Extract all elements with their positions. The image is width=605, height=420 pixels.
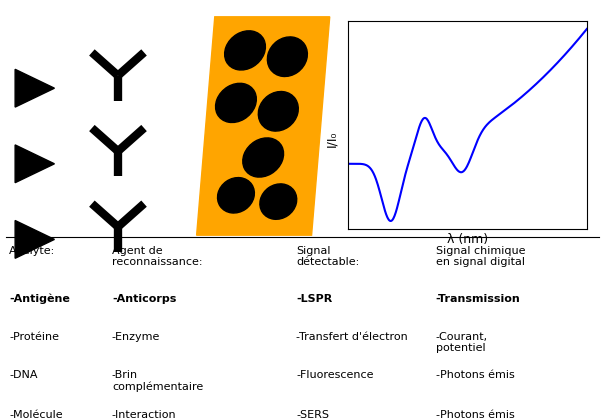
Ellipse shape — [218, 178, 254, 213]
Text: -Photons émis: -Photons émis — [436, 370, 514, 380]
Ellipse shape — [260, 184, 296, 219]
Text: -Protéine: -Protéine — [9, 332, 59, 342]
Ellipse shape — [258, 92, 298, 131]
Text: -Antigène: -Antigène — [9, 294, 70, 304]
Text: -LSPR: -LSPR — [296, 294, 333, 304]
Ellipse shape — [267, 37, 307, 76]
Text: Analyte:: Analyte: — [9, 246, 55, 256]
Polygon shape — [197, 17, 330, 235]
Text: -Molécule: -Molécule — [9, 410, 63, 420]
Text: -Courant,
potentiel: -Courant, potentiel — [436, 332, 488, 353]
Text: -Anticorps: -Anticorps — [112, 294, 176, 304]
Text: I/I₀: I/I₀ — [325, 131, 338, 147]
Ellipse shape — [215, 83, 257, 123]
Text: -Transmission: -Transmission — [436, 294, 520, 304]
Text: Agent de
reconnaissance:: Agent de reconnaissance: — [112, 246, 203, 267]
X-axis label: λ (nm): λ (nm) — [447, 233, 488, 246]
Text: -Brin
complémentaire: -Brin complémentaire — [112, 370, 203, 392]
Text: Signal
détectable:: Signal détectable: — [296, 246, 360, 267]
Ellipse shape — [224, 31, 266, 70]
Text: -Fluorescence: -Fluorescence — [296, 370, 374, 380]
Text: -Photons émis
(différente
fréquence): -Photons émis (différente fréquence) — [436, 410, 514, 420]
Text: -SERS: -SERS — [296, 410, 330, 420]
Text: Signal chimique
en signal digital: Signal chimique en signal digital — [436, 246, 525, 267]
Polygon shape — [15, 145, 54, 183]
Text: -DNA: -DNA — [9, 370, 38, 380]
Text: -Transfert d'électron: -Transfert d'électron — [296, 332, 408, 342]
Ellipse shape — [243, 138, 284, 177]
Polygon shape — [15, 69, 54, 107]
Text: -Enzyme: -Enzyme — [112, 332, 160, 342]
Text: -Interaction
spécifique: -Interaction spécifique — [112, 410, 177, 420]
Polygon shape — [15, 220, 54, 258]
